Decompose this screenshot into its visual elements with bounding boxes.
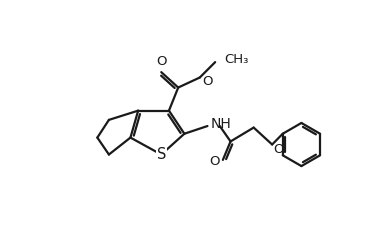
Text: O: O [209, 155, 220, 168]
Text: O: O [202, 75, 213, 88]
Text: CH₃: CH₃ [224, 53, 249, 66]
Text: S: S [157, 147, 166, 162]
Text: NH: NH [211, 117, 231, 131]
Text: O: O [273, 143, 283, 156]
Text: O: O [156, 55, 167, 68]
